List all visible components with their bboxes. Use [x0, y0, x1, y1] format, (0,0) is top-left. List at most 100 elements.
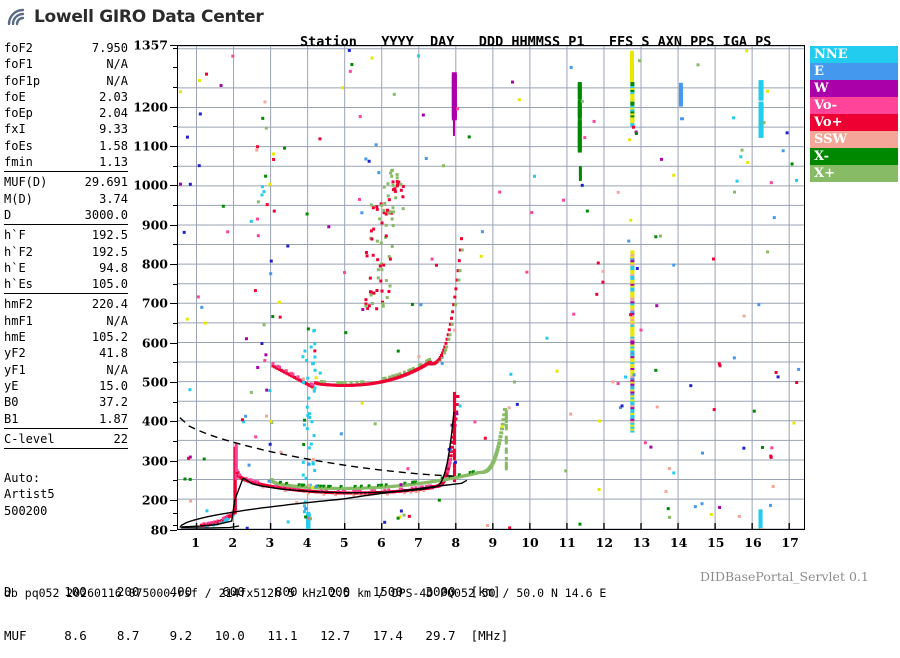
- param-group-virtual-heights: h`F 192.5 h`F2 192.5 h`E 94.8 h`Es 105.0: [4, 227, 128, 292]
- y-axis-tick: [170, 303, 177, 305]
- y-axis-tick: [170, 264, 177, 266]
- y-axis-minor-tick: [173, 401, 177, 403]
- x-axis-label: 2: [228, 535, 238, 550]
- x-axis-label: 14: [669, 535, 688, 550]
- y-axis-minor-tick: [173, 87, 177, 89]
- param-row: hmE 105.2: [4, 329, 128, 345]
- y-axis-label: 300: [141, 453, 168, 469]
- param-group-muf: MUF(D) 29.691 M(D) 3.74 D 3000.0: [4, 174, 128, 223]
- param-key: yF1: [4, 362, 26, 377]
- footer-data-line: db pq052 20260116 075000.rsf / 214fx512h…: [4, 586, 607, 600]
- param-row: fmin 1.13: [4, 154, 128, 170]
- x-axis-label: 5: [339, 535, 349, 550]
- param-row: M(D) 3.74: [4, 191, 128, 207]
- param-row: yE 15.0: [4, 378, 128, 394]
- param-group-clevel: C-level 22: [4, 431, 128, 447]
- param-key: foEs: [4, 138, 33, 153]
- param-value: 192.5: [91, 244, 128, 259]
- param-key: hmF2: [4, 297, 33, 312]
- y-axis-label: 1100: [133, 138, 168, 154]
- legend-item-w[interactable]: W: [810, 80, 898, 97]
- x-axis-label: 4: [302, 535, 312, 550]
- param-value: N/A: [106, 313, 128, 328]
- x-axis-label: 8: [451, 535, 461, 550]
- param-value: N/A: [106, 73, 128, 88]
- param-row: yF1 N/A: [4, 362, 128, 378]
- param-key: yE: [4, 378, 19, 393]
- y-axis-minor-tick: [173, 480, 177, 482]
- y-axis-label: 600: [141, 335, 168, 351]
- divider: [4, 171, 128, 173]
- param-key: fxI: [4, 122, 26, 137]
- y-axis-label: 700: [141, 295, 168, 311]
- direction-legend[interactable]: NNE E W Vo- Vo+ SSW X- X+: [810, 46, 898, 182]
- y-axis-minor-tick: [173, 362, 177, 364]
- y-axis-minor-tick: [173, 165, 177, 167]
- x-axis-label: 10: [521, 535, 539, 550]
- param-row: h`F2 192.5: [4, 244, 128, 260]
- param-value: 22: [113, 431, 128, 446]
- param-value: 220.4: [91, 297, 128, 312]
- param-row: foEp 2.04: [4, 105, 128, 121]
- param-value: 9.33: [99, 122, 128, 137]
- y-axis-label: 900: [141, 217, 168, 233]
- param-value: 2.04: [99, 106, 128, 121]
- x-axis-label: 15: [707, 535, 725, 550]
- y-axis-minor-tick: [173, 47, 177, 49]
- legend-item-e[interactable]: E: [810, 63, 898, 80]
- param-row: h`Es 105.0: [4, 276, 128, 292]
- legend-item-vo-[interactable]: Vo-: [810, 97, 898, 114]
- y-axis-minor-tick: [173, 525, 177, 526]
- x-axis: 1 2 3 4 5 6 7 8 9 10 11 12 13 14 15 16 17: [177, 531, 805, 553]
- y-axis-tick: [170, 45, 177, 46]
- muf-scale-row: MUF 8.6 8.7 9.2 10.0 11.1 12.7 17.4 29.7…: [4, 627, 509, 643]
- param-row: fxI 9.33: [4, 121, 128, 137]
- legend-item-x-[interactable]: X-: [810, 148, 898, 165]
- x-axis-label: 13: [632, 535, 651, 550]
- distance-scale-row: D 100 200 400 600 800 1000 1500 3000 [km…: [4, 584, 501, 599]
- y-axis-tick: [170, 106, 177, 108]
- param-value: N/A: [106, 362, 128, 377]
- autoscaler-line: Auto:: [4, 471, 41, 485]
- param-key: D: [4, 207, 12, 222]
- param-row: foE 2.03: [4, 89, 128, 105]
- param-row: foF2 7.950: [4, 40, 128, 56]
- param-row: yF2 41.8: [4, 345, 128, 361]
- legend-item-x-[interactable]: X+: [810, 165, 898, 182]
- param-row: D 3000.0: [4, 207, 128, 223]
- param-value: 29.691: [84, 175, 128, 190]
- divider: [4, 224, 128, 226]
- y-axis-minor-tick: [173, 323, 177, 325]
- param-key: MUF(D): [4, 175, 48, 190]
- param-key: B0: [4, 395, 19, 410]
- param-row: C-level 22: [4, 431, 128, 447]
- x-axis-label: 7: [414, 535, 423, 550]
- param-row: foF1p N/A: [4, 73, 128, 89]
- param-key: foE: [4, 89, 26, 104]
- param-value: 41.8: [99, 346, 128, 361]
- y-axis-label: 500: [141, 374, 168, 390]
- x-axis-label: 6: [377, 535, 386, 550]
- profile-curves: [178, 46, 804, 529]
- param-value: 3.74: [99, 191, 128, 206]
- wifi-arc-icon: [6, 7, 32, 27]
- y-axis-tick: [170, 460, 177, 462]
- param-value: 105.0: [91, 277, 128, 292]
- legend-item-vo-[interactable]: Vo+: [810, 114, 898, 131]
- echo-scatter-points: [178, 48, 801, 529]
- ionogram-plot[interactable]: [177, 45, 805, 530]
- y-axis-tick: [170, 530, 177, 531]
- y-axis-label: 1000: [133, 177, 168, 193]
- x-axis-label: 3: [265, 535, 275, 550]
- y-axis-label: 400: [141, 413, 168, 429]
- brand-name: Lowell GIRO Data Center: [34, 7, 264, 27]
- x-axis-label: 11: [558, 535, 576, 550]
- legend-item-nne[interactable]: NNE: [810, 46, 898, 63]
- y-axis-minor-tick: [173, 205, 177, 207]
- y-axis-label: 200: [141, 492, 168, 508]
- y-axis-minor-tick: [173, 283, 177, 285]
- muf-distance-scale: D 100 200 400 600 800 1000 1500 3000 [km…: [4, 556, 508, 658]
- param-value: N/A: [106, 57, 128, 72]
- param-key: B1: [4, 411, 19, 426]
- legend-item-ssw[interactable]: SSW: [810, 131, 898, 148]
